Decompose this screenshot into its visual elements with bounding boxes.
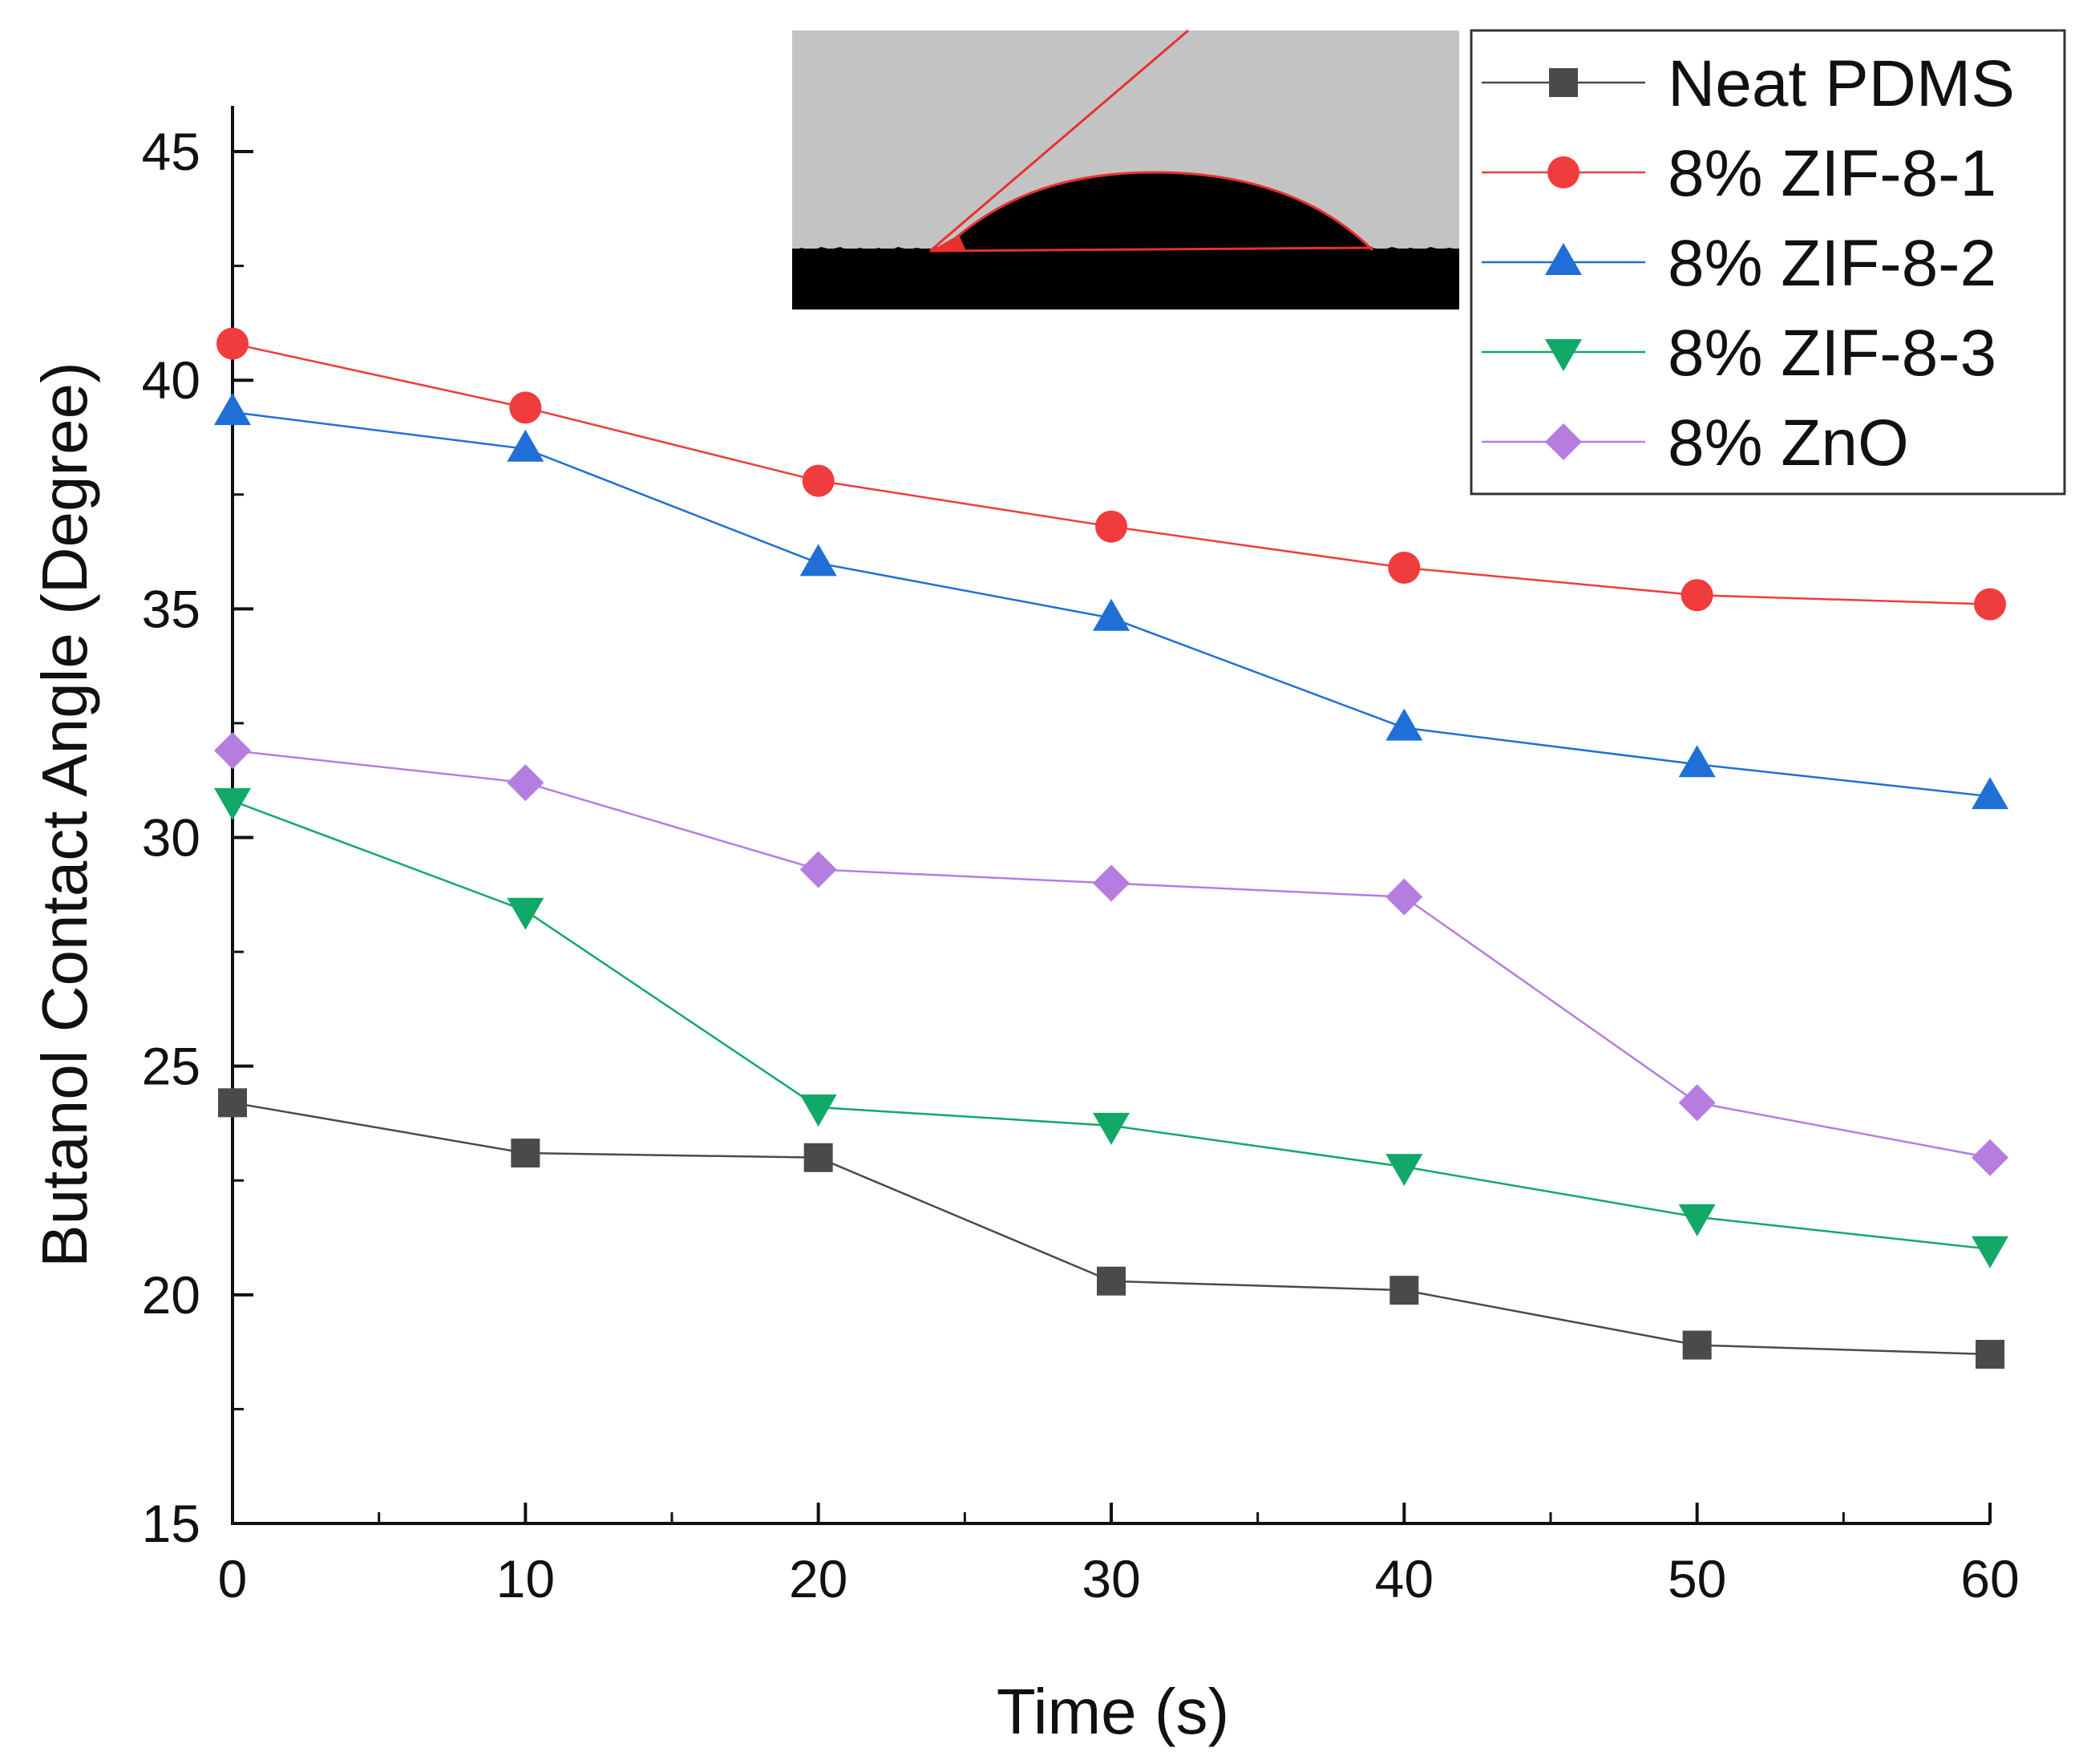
y-tick-label: 25 xyxy=(142,1037,200,1096)
legend-item-8-zno: 8% ZnO xyxy=(1482,407,1909,479)
data-point-8-zif-8-2 xyxy=(1093,598,1130,631)
x-axis-title: Time (s) xyxy=(997,1676,1229,1747)
data-point-8-zif-8-1 xyxy=(802,464,835,497)
x-tick-label: 10 xyxy=(496,1549,555,1608)
legend-marker xyxy=(1545,423,1582,460)
data-point-8-zif-8-2 xyxy=(1678,745,1716,778)
data-point-8-zif-8-3 xyxy=(1093,1112,1130,1145)
legend-item-8-zif-8-1: 8% ZIF-8-1 xyxy=(1482,137,1996,210)
data-point-8-zif-8-3 xyxy=(1972,1236,2008,1268)
data-point-8-zif-8-3 xyxy=(799,1094,837,1127)
series-line-8-zno xyxy=(232,749,1991,1159)
x-tick-label: 50 xyxy=(1668,1549,1726,1608)
y-tick-label: 20 xyxy=(142,1265,200,1325)
legend-marker xyxy=(1545,339,1582,371)
data-point-8-zno xyxy=(1972,1139,2008,1176)
series-layer xyxy=(214,327,2008,1369)
data-point-8-zno xyxy=(507,764,544,802)
legend-marker xyxy=(1545,243,1582,275)
y-tick-label: 15 xyxy=(142,1494,200,1553)
data-point-8-zif-8-1 xyxy=(1974,588,2006,621)
legend-label: 8% ZIF-8-1 xyxy=(1668,137,1996,210)
data-point-8-zif-8-2 xyxy=(1972,777,2008,810)
legend-item-8-zif-8-3: 8% ZIF-8-3 xyxy=(1482,317,1996,390)
data-point-neat-pdms xyxy=(1097,1266,1126,1296)
legend-label: 8% ZIF-8-2 xyxy=(1668,227,1996,300)
y-tick-label: 45 xyxy=(142,122,200,181)
series-8-zno xyxy=(214,732,2008,1176)
data-point-8-zif-8-2 xyxy=(507,429,544,462)
series-8-zif-8-2 xyxy=(214,393,2008,810)
data-point-neat-pdms xyxy=(1682,1330,1712,1360)
x-tick-label: 30 xyxy=(1082,1549,1140,1608)
x-tick-label: 20 xyxy=(789,1549,847,1608)
data-point-8-zno xyxy=(1678,1084,1716,1122)
series-neat-pdms xyxy=(218,1088,2004,1369)
x-tick-label: 40 xyxy=(1375,1549,1434,1608)
legend-label: 8% ZIF-8-3 xyxy=(1668,317,1996,390)
data-point-8-zif-8-1 xyxy=(216,327,249,360)
x-ticks: 0 10 20 30 40 50 60 xyxy=(218,1503,2020,1608)
data-point-neat-pdms xyxy=(511,1139,540,1168)
legend-item-8-zif-8-2: 8% ZIF-8-2 xyxy=(1482,227,1996,300)
data-point-8-zif-8-1 xyxy=(509,391,542,424)
series-8-zif-8-3 xyxy=(214,787,2008,1268)
data-point-8-zif-8-1 xyxy=(1681,579,1713,612)
data-point-neat-pdms xyxy=(1389,1276,1419,1305)
data-point-8-zif-8-3 xyxy=(214,787,251,820)
data-point-8-zif-8-1 xyxy=(1095,510,1127,543)
legend: Neat PDMS 8% ZIF-8-1 8% ZIF-8-2 8% ZIF-8-3 8… xyxy=(1470,29,2066,496)
x-tick-label: 60 xyxy=(1960,1549,2019,1608)
x-tick-label: 0 xyxy=(218,1549,248,1608)
data-point-8-zif-8-2 xyxy=(799,544,837,577)
y-tick-label: 35 xyxy=(142,579,200,638)
data-point-neat-pdms xyxy=(218,1088,247,1118)
data-point-8-zif-8-3 xyxy=(507,897,544,930)
data-point-8-zif-8-1 xyxy=(1388,552,1421,585)
y-tick-label: 40 xyxy=(142,350,200,410)
data-point-8-zif-8-3 xyxy=(1385,1154,1423,1187)
data-point-8-zno xyxy=(1093,864,1130,902)
y-tick-label: 30 xyxy=(142,808,200,868)
y-axis-title: Butanol Contact Angle (Degree) xyxy=(29,362,100,1268)
data-point-8-zno xyxy=(799,851,837,888)
legend-marker xyxy=(1547,156,1579,188)
data-point-neat-pdms xyxy=(1976,1339,2004,1369)
y-ticks: 15 20 25 30 35 40 45 xyxy=(142,122,253,1553)
data-point-8-zif-8-3 xyxy=(1678,1204,1716,1236)
legend-label: 8% ZnO xyxy=(1668,407,1909,479)
data-point-8-zif-8-2 xyxy=(214,393,251,426)
data-point-8-zif-8-2 xyxy=(1385,708,1423,741)
legend-label: Neat PDMS xyxy=(1668,47,2015,120)
data-point-8-zno xyxy=(1385,878,1423,916)
legend-marker xyxy=(1549,68,1578,97)
legend-item-neat-pdms: Neat PDMS xyxy=(1482,47,2015,120)
data-point-8-zno xyxy=(214,732,251,770)
series-8-zif-8-1 xyxy=(216,327,2006,621)
inset-droplet-image xyxy=(792,29,1459,310)
data-point-neat-pdms xyxy=(803,1143,833,1172)
